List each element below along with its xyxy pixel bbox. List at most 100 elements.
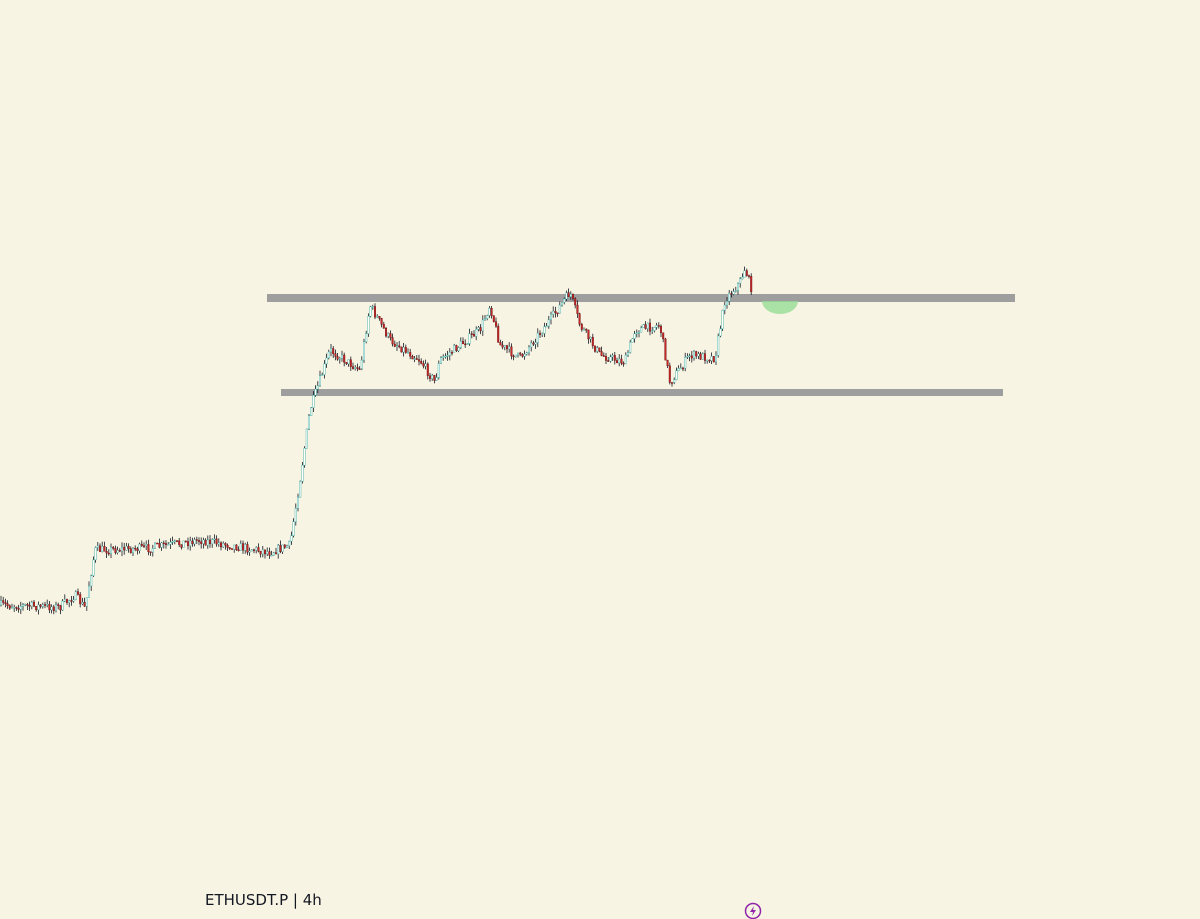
support-zone[interactable] [281,389,1003,396]
candle-body [466,343,469,345]
candle-body [189,540,192,546]
candle-body [591,336,594,347]
candle-body [167,543,170,546]
candle-body [499,342,502,346]
candle-body [748,275,751,277]
candle-body [528,346,531,353]
candle-body [299,481,302,498]
candle-body [616,360,619,364]
candle-body [316,385,319,390]
candle-body [219,542,222,548]
candle-body [492,315,495,322]
retest-marker[interactable] [762,301,798,314]
candle-body [635,332,638,335]
candle-body [598,347,601,352]
candle-body [28,605,31,607]
candle-body [55,604,58,611]
candle-body [10,607,13,609]
candle-body [96,545,99,548]
candle-body [389,333,392,338]
candle-body [510,346,513,357]
candle-body [330,348,333,353]
candle-body [382,323,385,329]
candle-body [387,333,390,337]
candle-body [206,539,209,546]
candle-body [453,345,456,353]
candle-body [638,332,641,334]
candle-body [275,552,278,555]
candle-body [112,546,115,549]
candle-body [607,360,610,362]
candle-body [44,604,47,606]
candle-body [521,354,524,357]
candle-body [118,550,121,552]
candle-body [609,356,612,362]
candle-body [411,356,414,360]
candle-body [237,549,240,552]
candle-body [424,363,427,367]
candle-body [286,545,289,548]
candle-body [536,332,539,343]
candle-body [376,316,379,318]
candle-body [745,270,748,276]
candle-body [250,549,253,552]
candle-body [109,546,112,554]
candle-body [600,351,603,356]
candle-body [501,344,504,348]
candle-body [668,365,671,383]
candle-body [561,302,564,306]
candle-body [257,547,260,552]
candle-body [160,542,163,548]
candle-body [191,540,194,545]
candle-body [563,298,566,303]
candle-body [622,362,625,365]
candle-body [125,545,128,551]
candles [0,266,753,615]
candle-body [534,342,537,345]
candle-body [448,352,451,356]
candle-body [690,355,693,359]
candle-body [19,606,22,610]
candle-body [308,415,311,430]
candle-body [173,540,176,542]
candle-body [391,337,394,345]
candle-body [136,548,139,551]
candle-body [490,308,493,316]
candle-body [585,329,588,331]
candle-body [662,332,665,340]
resistance-zone[interactable] [267,294,1015,302]
candle-body [147,544,150,552]
candle-body [413,358,416,360]
candle-body [356,367,359,369]
candle-body [547,319,550,327]
candle-body [338,358,341,360]
candle-body [611,355,614,358]
candle-body [378,316,381,319]
candle-body [303,448,306,466]
candle-body [164,543,167,545]
candle-body [422,363,425,367]
candle-body [224,543,227,546]
candle-body [693,351,696,359]
candle-body [197,540,200,542]
candle-body [33,601,36,607]
candle-body [158,543,161,548]
candle-body [574,298,577,306]
candle-body [633,333,636,339]
candle-body [512,355,515,358]
candle-body [149,551,152,553]
candle-body [677,368,680,371]
candle-body [85,597,88,607]
candle-body [426,363,429,376]
candle-body [266,551,269,555]
candle-body [451,352,454,354]
candle-body [272,552,275,556]
candle-body [233,544,236,550]
candle-body [671,382,674,384]
candle-body [371,306,374,308]
candle-body [127,545,130,549]
candle-body [24,604,27,606]
candle-body [59,605,62,611]
candle-body [334,353,337,357]
